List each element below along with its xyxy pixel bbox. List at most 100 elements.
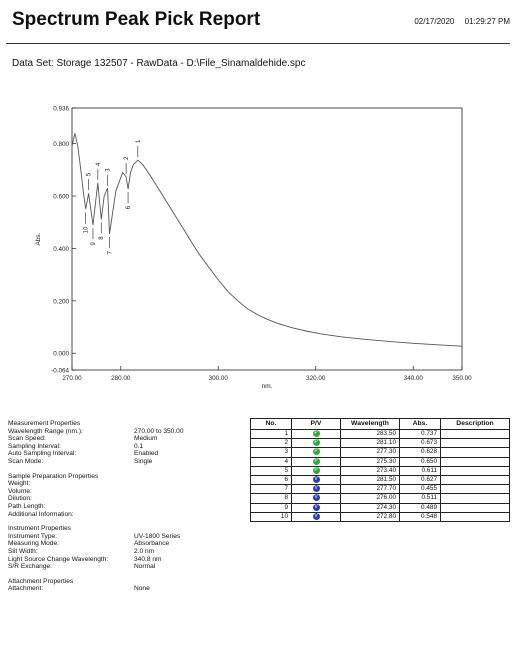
cell-abs: 0.628 [399,447,441,458]
property-label: Slit Width: [8,547,38,555]
cell-abs: 0.489 [399,502,441,513]
cell-description [440,456,510,467]
cell-pv: P [291,447,341,458]
table-row: 1 P 283.50 0.737 [250,428,510,440]
peak-label: 10 [84,226,90,233]
property-value [134,488,248,496]
cell-abs: 0.737 [399,428,441,440]
cell-description [440,511,510,522]
y-tick-label: -0.064 [51,368,69,375]
cell-description [440,484,510,495]
measurement-heading: Measurement Properties [8,420,81,427]
cell-no: 8 [250,493,292,504]
cell-abs: 0.455 [399,484,441,495]
header-divider [6,43,510,44]
cell-abs: 0.511 [399,493,441,504]
property-value: Single [134,457,153,465]
cell-abs: 0.673 [399,438,441,449]
attachment-properties: Attachment Properties Attachment: None [8,578,248,593]
cell-wavelength: 277.30 [340,447,400,458]
property-row: Volume: [8,488,248,496]
property-value [134,495,248,503]
spectrum-line [71,133,463,347]
report-time: 01:29:27 PM [464,17,510,26]
property-label: Light Source Change Wavelength: [8,555,109,563]
property-label: Sampling Interval: [8,442,61,450]
property-value: UV-1800 Series [134,532,181,540]
peak-label: 4 [96,162,102,166]
valley-marker-icon: V [312,494,320,502]
cell-description [440,465,510,476]
property-label: Weight: [8,480,31,488]
property-value: Medium [134,435,158,443]
property-label: Measuring Mode: [8,540,59,548]
properties-panel: Measurement Properties Wavelength Range … [8,420,248,600]
cell-wavelength: 283.50 [340,428,400,440]
table-row: 5 P 273.40 0.611 [250,465,510,476]
property-label: Scan Mode: [8,457,44,465]
property-value: Enabled [134,450,159,458]
x-tick-label: 280.00 [111,375,131,382]
cell-pv: V [291,502,341,513]
valley-marker-icon: V [312,475,320,483]
cell-pv: V [291,493,341,504]
spectrum-chart: 0.936 0.800 0.600 0.400 0.200 0.000 -0.064 270… [35,106,472,391]
y-tick-label: 0.800 [53,141,69,148]
y-tick-label: 0.200 [53,298,69,305]
property-row: Sampling Interval: 0.1 [8,443,248,451]
property-label: Wavelength Range (nm.): [8,427,83,435]
cell-description [440,438,510,449]
y-tick-label: 0.936 [53,106,69,113]
table-row: 8 V 276.00 0.511 [250,493,510,504]
peak-marker-icon: P [312,448,320,456]
cell-no: 7 [250,484,292,495]
property-label: Instrument Type: [8,532,57,540]
peak-label: 1 [136,139,142,143]
x-tick-label: 350.00 [452,375,472,382]
property-row: Scan Speed: Medium [8,435,248,443]
cell-no: 6 [250,474,292,486]
property-value [134,503,248,511]
x-axis-label: nm. [262,383,273,390]
property-row: Path Length: [8,503,248,511]
report-date: 02/17/2020 [414,17,455,26]
property-label: Path Length: [8,502,46,510]
property-value: 270.00 to 350.00 [134,427,184,435]
x-tick-label: 340.00 [404,375,424,382]
table-row: 7 V 277.70 0.455 [250,484,510,495]
property-row: Additional Information: [8,511,248,519]
cell-no: 1 [250,428,292,440]
col-pv: P/V [291,418,341,430]
cell-pv: V [291,484,341,495]
property-row: Attachment: None [8,585,248,593]
property-label: Auto Sampling Interval: [8,450,77,458]
property-row: Dilution: [8,495,248,503]
cell-wavelength: 281.10 [340,438,400,449]
property-row: Weight: [8,480,248,488]
x-tick-label: 320.00 [306,375,326,382]
property-value: Normal [134,563,156,571]
peak-label: 6 [126,205,132,209]
property-value: 2.0 nm [134,547,155,555]
property-row: Wavelength Range (nm.): 270.00 to 350.00 [8,428,248,436]
peak-table-header: No. P/V Wavelength Abs. Description [250,418,510,430]
instrument-properties: Instrument Properties Instrument Type: UV… [8,525,248,571]
measurement-properties: Measurement Properties Wavelength Range … [8,420,248,466]
table-row: 2 P 281.10 0.673 [250,438,510,449]
col-description: Description [440,418,510,430]
table-row: 10 V 272.80 0.548 [250,511,510,522]
peak-marker-icon: P [312,430,320,437]
cell-no: 3 [250,447,292,458]
cell-no: 10 [250,511,292,522]
cell-wavelength: 272.80 [340,511,400,522]
cell-abs: 0.611 [399,465,441,476]
property-row: S/R Exchange: Normal [8,563,248,571]
property-label: Additional Information: [8,510,74,518]
cell-description [440,428,510,440]
sample-heading: Sample Preparation Properties [8,472,99,480]
property-row: Instrument Type: UV-1800 Series [8,533,248,541]
property-value [134,511,248,519]
cell-wavelength: 274.30 [340,502,400,513]
property-row: Scan Mode: Single [8,458,248,466]
cell-pv: P [291,428,341,440]
